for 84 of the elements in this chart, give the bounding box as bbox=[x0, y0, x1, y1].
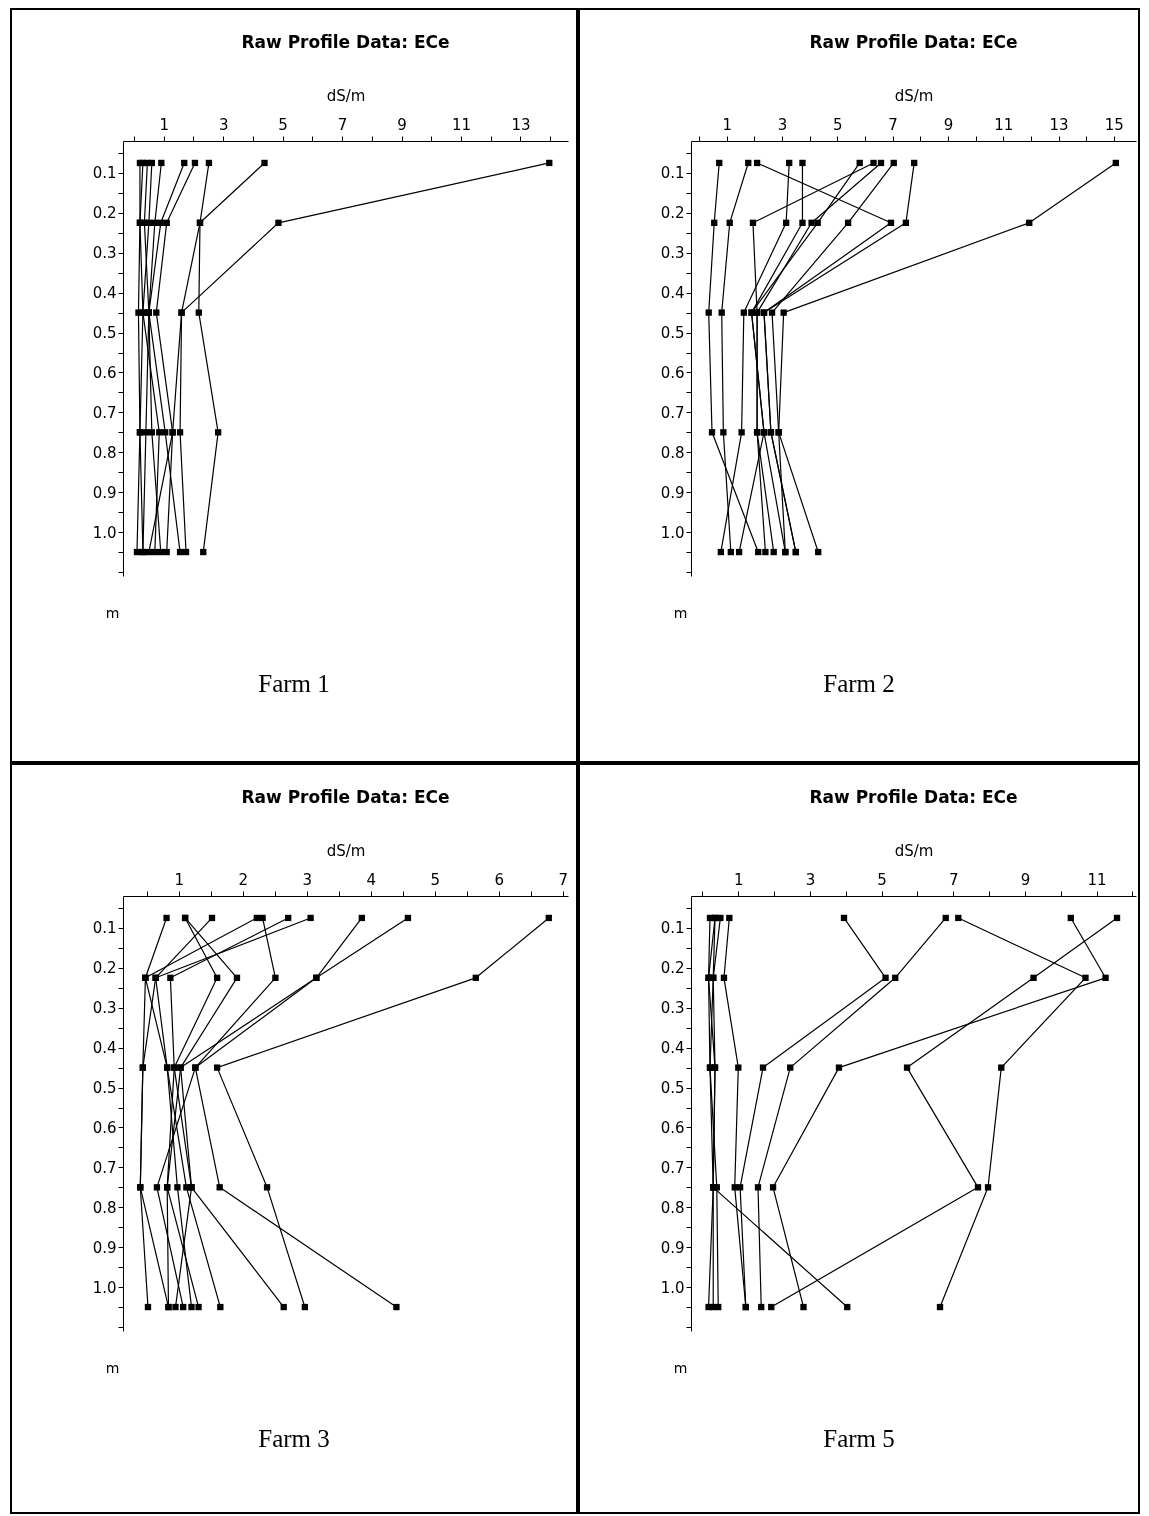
y-tick-label: 0.2 bbox=[660, 204, 685, 223]
y-tick-label: 0.9 bbox=[92, 1238, 117, 1257]
x-tick-label: 7 bbox=[558, 870, 569, 889]
y-tick-label: 0.7 bbox=[92, 1158, 117, 1177]
y-tick-label: 0.2 bbox=[92, 959, 117, 978]
x-tick-label: 11 bbox=[451, 115, 472, 134]
y-tick-label: 0.5 bbox=[660, 324, 685, 343]
x-tick-label: 3 bbox=[218, 115, 229, 134]
x-tick-label: 9 bbox=[943, 115, 954, 134]
y-tick-label: 0.4 bbox=[92, 1039, 117, 1058]
y-tick-label: 0.7 bbox=[660, 403, 685, 422]
x-tick-label: 6 bbox=[494, 870, 505, 889]
y-tick-label: 0.1 bbox=[92, 919, 117, 938]
y-tick-label: 0.3 bbox=[92, 999, 117, 1018]
y-tick-label: 0.8 bbox=[92, 1198, 117, 1217]
chart-title: Raw Profile Data: ECe bbox=[241, 787, 450, 807]
text: Farm 2 bbox=[822, 670, 896, 698]
x-tick-label: 3 bbox=[777, 115, 788, 134]
x-tick-label: 2 bbox=[238, 870, 249, 889]
y-axis-title: m bbox=[673, 604, 688, 621]
y-tick-label: 0.5 bbox=[660, 1079, 685, 1098]
x-tick-label: 1 bbox=[734, 870, 744, 889]
y-tick-label: 0.6 bbox=[92, 1118, 117, 1137]
y-tick-label: 0.3 bbox=[660, 244, 685, 263]
y-tick-label: 0.8 bbox=[660, 1198, 685, 1217]
y-tick-label: 0.6 bbox=[92, 363, 117, 382]
x-axis-title: dS/m bbox=[326, 841, 366, 860]
x-tick-label: 9 bbox=[1020, 870, 1031, 889]
x-tick-label: 7 bbox=[949, 870, 959, 889]
y-tick-label: 1.0 bbox=[92, 523, 117, 542]
y-axis-title: m bbox=[673, 1359, 688, 1376]
x-tick-label: 7 bbox=[337, 115, 348, 134]
chart-title: Raw Profile Data: ECe bbox=[241, 32, 450, 52]
y-tick-label: 1.0 bbox=[660, 523, 685, 542]
y-tick-label: 0.3 bbox=[92, 244, 117, 263]
x-tick-label: 5 bbox=[430, 870, 441, 889]
x-tick-label: 5 bbox=[278, 115, 288, 134]
x-tick-label: 15 bbox=[1104, 115, 1124, 134]
y-tick-label: 0.4 bbox=[92, 284, 117, 303]
x-tick-label: 1 bbox=[174, 870, 184, 889]
y-tick-label: 0.8 bbox=[92, 443, 117, 462]
x-axis-title: dS/m bbox=[894, 841, 934, 860]
text: Farm 3 bbox=[257, 1425, 331, 1453]
y-tick-label: 0.5 bbox=[92, 1079, 117, 1098]
y-tick-label: 0.9 bbox=[660, 483, 685, 502]
y-tick-label: 0.1 bbox=[660, 164, 685, 183]
x-tick-label: 11 bbox=[994, 115, 1014, 134]
x-tick-label: 9 bbox=[397, 115, 407, 134]
y-tick-label: 0.4 bbox=[660, 284, 685, 303]
y-tick-label: 0.1 bbox=[92, 164, 117, 183]
x-tick-label: 5 bbox=[877, 870, 887, 889]
x-tick-label: 13 bbox=[1049, 115, 1069, 134]
y-axis-title: m bbox=[105, 604, 120, 621]
y-tick-label: 1.0 bbox=[92, 1278, 117, 1297]
x-tick-label: 5 bbox=[833, 115, 843, 134]
x-tick-label: 3 bbox=[805, 870, 816, 889]
y-axis-title: m bbox=[105, 1359, 120, 1376]
x-tick-label: 1 bbox=[159, 115, 169, 134]
chart-title: Raw Profile Data: ECe bbox=[809, 787, 1018, 807]
x-axis-title: dS/m bbox=[326, 86, 366, 105]
x-tick-label: 7 bbox=[888, 115, 898, 134]
x-tick-label: 4 bbox=[366, 870, 377, 889]
text: Farm 1 bbox=[257, 670, 331, 698]
y-tick-label: 0.3 bbox=[660, 999, 685, 1018]
y-tick-label: 0.8 bbox=[660, 443, 685, 462]
x-tick-label: 11 bbox=[1087, 870, 1107, 889]
x-tick-label: 1 bbox=[722, 115, 732, 134]
chart-title: Raw Profile Data: ECe bbox=[809, 32, 1018, 52]
text: Farm 5 bbox=[822, 1425, 896, 1453]
y-tick-label: 0.7 bbox=[92, 403, 117, 422]
y-tick-label: 0.6 bbox=[660, 1118, 685, 1137]
y-tick-label: 0.5 bbox=[92, 324, 117, 343]
y-tick-label: 0.9 bbox=[660, 1238, 685, 1257]
x-tick-label: 13 bbox=[511, 115, 531, 134]
y-tick-label: 0.2 bbox=[92, 204, 117, 223]
x-axis-title: dS/m bbox=[894, 86, 934, 105]
x-tick-label: 3 bbox=[302, 870, 313, 889]
y-tick-label: 0.9 bbox=[92, 483, 117, 502]
y-tick-label: 0.1 bbox=[660, 919, 685, 938]
y-tick-label: 0.2 bbox=[660, 959, 685, 978]
y-tick-label: 0.6 bbox=[660, 363, 685, 382]
y-tick-label: 0.7 bbox=[660, 1158, 685, 1177]
y-tick-label: 0.4 bbox=[660, 1039, 685, 1058]
y-tick-label: 1.0 bbox=[660, 1278, 685, 1297]
